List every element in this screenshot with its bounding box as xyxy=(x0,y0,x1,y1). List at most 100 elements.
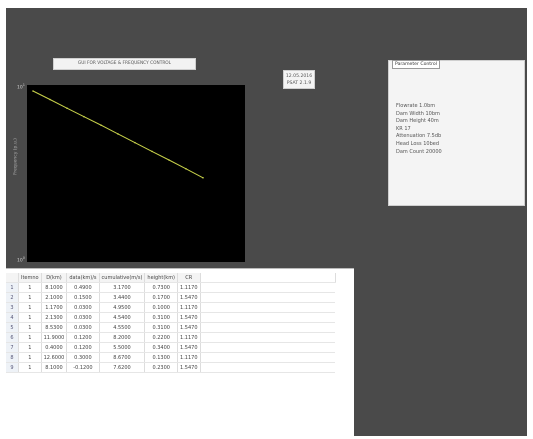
table-empty-cell xyxy=(200,322,336,333)
table-cell: 0.1200 xyxy=(66,342,100,353)
table-cell: 1 xyxy=(18,282,42,293)
data-point xyxy=(117,133,119,135)
parameter-list: Flowrate 1.0bm Dam Width 10bm Dam Height 4… xyxy=(396,103,442,156)
column-header[interactable]: cumulative(m/s) xyxy=(99,273,146,283)
table-cell: 1.5470 xyxy=(177,292,201,303)
parameter-item: Attenuation 7.5db xyxy=(396,133,442,140)
parameter-item: Dam Height 40m xyxy=(396,118,439,125)
table-cell: 4.9500 xyxy=(99,302,146,313)
data-point xyxy=(32,90,34,92)
column-header[interactable]: Itemno xyxy=(18,273,42,283)
table-cell: 1.1700 xyxy=(41,302,68,313)
parameter-item: Flowrate 1.0bm xyxy=(396,103,436,109)
table-empty-cell xyxy=(200,292,336,303)
table-row[interactable]: 1 1 8.1000 0.4900 3.1700 0.7300 1.1170 xyxy=(6,282,336,293)
status-date: 12.05.2016 xyxy=(285,74,313,79)
row-number[interactable]: 1 xyxy=(6,282,19,293)
table-cell: 3.1700 xyxy=(99,282,146,293)
table-cell: 1.5470 xyxy=(177,362,201,373)
table-cell: 0.0300 xyxy=(66,322,100,333)
column-header[interactable]: CR xyxy=(177,273,201,283)
table-cell: 2.1300 xyxy=(41,312,68,323)
parameter-item: Dam Count 20000 xyxy=(396,148,442,155)
table-cell: 0.4900 xyxy=(66,282,100,293)
table-row[interactable]: 4 1 2.1300 0.0300 4.5400 0.3100 1.5470 xyxy=(6,312,336,323)
column-header[interactable]: data(km)/s xyxy=(66,273,100,283)
data-point xyxy=(168,159,170,161)
table-cell: 0.3000 xyxy=(66,352,100,363)
parameter-panel-title: Parameter Control xyxy=(392,60,440,69)
application-window: GUI FOR VOLTAGE & FREQUENCY CONTROL 12.0… xyxy=(6,8,527,436)
table-cell: 1.1170 xyxy=(177,302,201,313)
table-row[interactable]: 8 1 12.6000 0.3000 8.6700 0.1300 1.1170 xyxy=(6,352,336,363)
table-cell: -0.1200 xyxy=(66,362,100,373)
table-empty-cell xyxy=(200,302,336,313)
table-cell: 1.1170 xyxy=(177,332,201,343)
table-cell: 12.6000 xyxy=(41,352,68,363)
table-cell: 1 xyxy=(18,292,42,303)
line-chart xyxy=(32,90,204,179)
table-row[interactable]: 2 1 2.1000 0.1500 3.4400 0.1700 1.5470 xyxy=(6,292,336,303)
table-row[interactable]: 3 1 1.1700 0.0300 4.9500 0.1000 1.1170 xyxy=(6,302,336,313)
table-cell: 1.5470 xyxy=(177,342,201,353)
row-number[interactable]: 5 xyxy=(6,322,19,333)
plot-area[interactable] xyxy=(27,85,245,262)
row-number[interactable]: 7 xyxy=(6,342,19,353)
table-cell: 1.1170 xyxy=(177,352,201,363)
table-cell: 0.1500 xyxy=(66,292,100,303)
parameter-item: Head Loss 10bed xyxy=(396,140,440,147)
table-cell: 0.1000 xyxy=(144,302,179,313)
status-box: 12.05.2016 PSAT 2.1.9 xyxy=(283,70,315,89)
table-row[interactable]: 7 1 0.4000 0.1200 5.5000 0.3400 1.5470 xyxy=(6,342,336,353)
column-header[interactable]: height(km) xyxy=(144,273,179,283)
table-cell: 1 xyxy=(18,312,42,323)
data-point xyxy=(134,141,136,144)
table-cell: 1.1170 xyxy=(177,282,201,293)
table-empty-cell xyxy=(200,342,336,353)
table-cell: 0.3400 xyxy=(144,342,179,353)
table-cell: 11.9000 xyxy=(41,332,68,343)
table-empty-cell xyxy=(200,362,336,373)
row-number[interactable]: 2 xyxy=(6,292,19,303)
table-cell: 2.1000 xyxy=(41,292,68,303)
data-point xyxy=(83,115,85,118)
table-empty-header xyxy=(200,273,336,283)
table-cell: 8.1000 xyxy=(41,362,68,373)
table-cell: 1 xyxy=(18,322,42,333)
table-cell: 0.0300 xyxy=(66,312,100,323)
table-cell: 0.4000 xyxy=(41,342,68,353)
table-row[interactable]: 5 1 8.5300 0.0300 4.5500 0.3100 1.5470 xyxy=(6,322,336,333)
data-table-panel: Itemno D(km) data(km)/s cumulative(m/s) heig… xyxy=(6,268,354,436)
table-cell: 0.2300 xyxy=(144,362,179,373)
row-number[interactable]: 3 xyxy=(6,302,19,313)
data-point xyxy=(49,98,51,101)
table-cell: 0.0300 xyxy=(66,302,100,313)
table-cell: 1.5470 xyxy=(177,312,201,323)
table-empty-cell xyxy=(200,332,336,343)
table-cell: 3.4400 xyxy=(99,292,146,303)
table-cell: 0.1300 xyxy=(144,352,179,363)
table-empty-cell xyxy=(200,312,336,323)
table-cell: 1 xyxy=(18,342,42,353)
parameter-item: KR 17 xyxy=(396,125,411,132)
row-number[interactable]: 8 xyxy=(6,352,19,363)
table-cell: 1 xyxy=(18,362,42,373)
y-tick-top: 101 xyxy=(17,83,25,91)
row-number[interactable]: 4 xyxy=(6,312,19,323)
row-number[interactable]: 6 xyxy=(6,332,19,343)
data-point xyxy=(185,168,187,170)
table-cell: 1 xyxy=(18,302,42,313)
column-header[interactable]: D(km) xyxy=(41,273,68,283)
table-header-row: Itemno D(km) data(km)/s cumulative(m/s) heig… xyxy=(6,273,336,283)
parameter-panel: Parameter Control Flowrate 1.0bm Dam Widt… xyxy=(388,60,525,206)
table-cell: 1 xyxy=(18,352,42,363)
table-row[interactable]: 9 1 8.1000 -0.1200 7.6200 0.2300 1.5470 xyxy=(6,362,336,373)
table-cell: 4.5500 xyxy=(99,322,146,333)
row-number[interactable]: 9 xyxy=(6,362,19,373)
y-tick-bottom: 100 xyxy=(17,256,25,264)
table-row[interactable]: 6 1 11.9000 0.1200 8.2000 0.2200 1.1170 xyxy=(6,332,336,343)
table-cell: 8.5300 xyxy=(41,322,68,333)
table-cell: 1.5470 xyxy=(177,322,201,333)
table-cell: 4.5400 xyxy=(99,312,146,323)
table-empty-cell xyxy=(200,282,336,293)
